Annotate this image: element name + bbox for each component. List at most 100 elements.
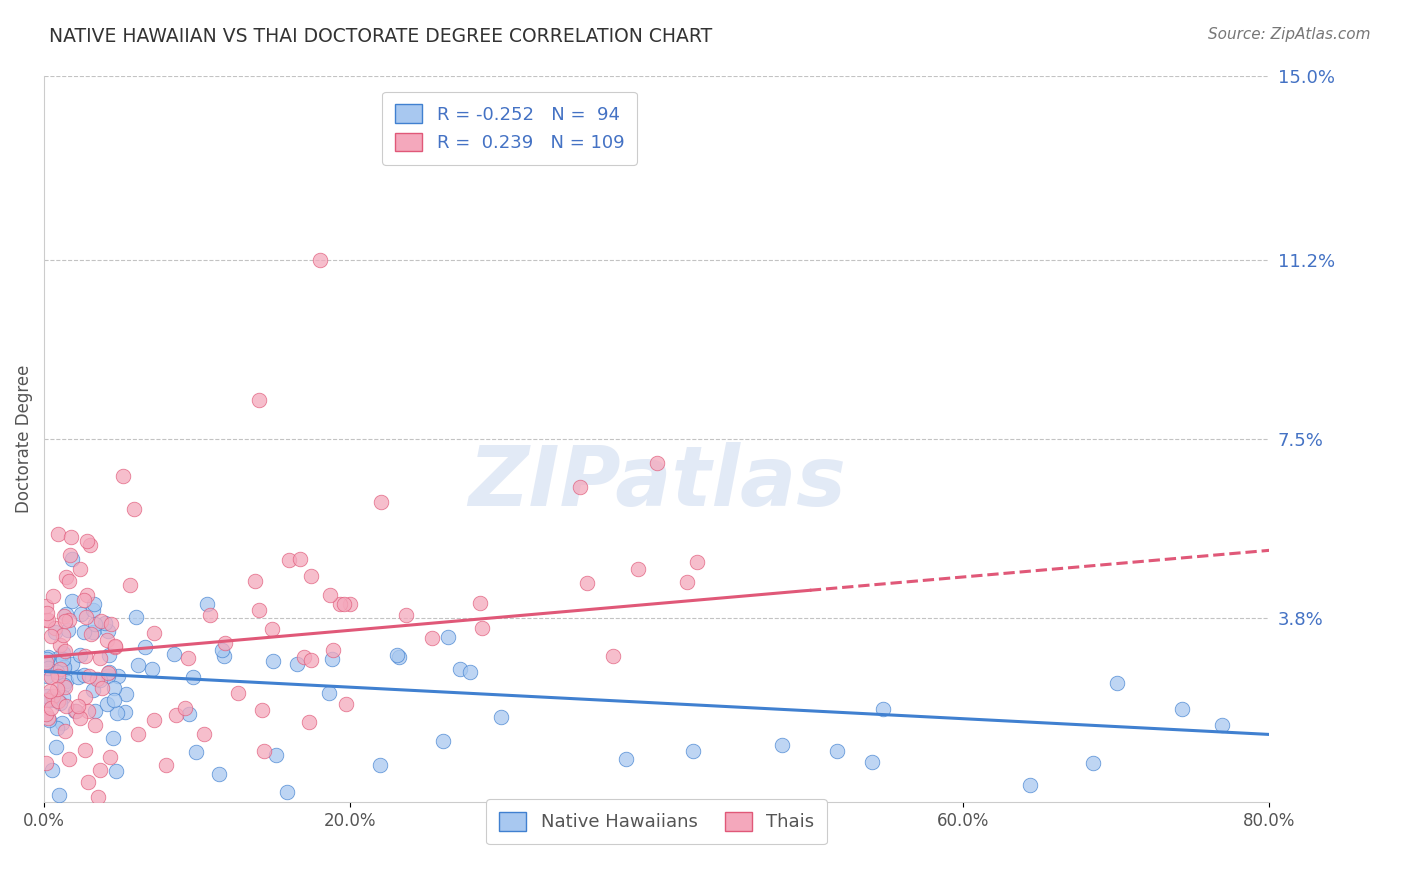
Point — [211, 643, 233, 657]
Point — [89, 650, 111, 665]
Point — [52, 652, 75, 666]
Point — [46, 651, 69, 665]
Point — [143, 714, 166, 728]
Point — [322, 643, 344, 657]
Point — [329, 597, 352, 611]
Point — [52, 628, 75, 642]
Point — [860, 755, 883, 769]
Point — [181, 670, 204, 684]
Point — [60, 657, 83, 671]
Point — [569, 480, 592, 494]
Point — [394, 607, 416, 622]
Point — [35, 706, 58, 721]
Point — [368, 758, 391, 772]
Point — [58, 624, 80, 638]
Point — [37, 613, 59, 627]
Point — [298, 714, 321, 729]
Point — [46, 526, 69, 541]
Point — [51, 715, 73, 730]
Point — [489, 709, 512, 723]
Text: NATIVE HAWAIIAN VS THAI DOCTORATE DEGREE CORRELATION CHART: NATIVE HAWAIIAN VS THAI DOCTORATE DEGREE… — [49, 27, 713, 45]
Point — [38, 683, 60, 698]
Point — [39, 670, 62, 684]
Point — [288, 552, 311, 566]
Point — [69, 562, 91, 576]
Point — [52, 690, 75, 704]
Point — [278, 553, 301, 567]
Point — [53, 609, 76, 624]
Point — [299, 653, 322, 667]
Point — [37, 650, 59, 665]
Point — [46, 694, 69, 708]
Point — [471, 621, 494, 635]
Point — [97, 666, 120, 681]
Point — [73, 624, 96, 639]
Point — [80, 627, 103, 641]
Point — [321, 652, 343, 666]
Point — [432, 734, 454, 748]
Point — [214, 635, 236, 649]
Point — [1019, 779, 1042, 793]
Point — [250, 703, 273, 717]
Point — [103, 681, 125, 695]
Point — [52, 646, 75, 660]
Point — [41, 589, 63, 603]
Point — [66, 670, 89, 684]
Point — [186, 745, 208, 759]
Point — [193, 727, 215, 741]
Point — [127, 726, 149, 740]
Point — [163, 647, 186, 661]
Point — [276, 785, 298, 799]
Point — [96, 697, 118, 711]
Point — [98, 665, 121, 680]
Point — [104, 640, 127, 654]
Point — [98, 749, 121, 764]
Point — [37, 652, 59, 666]
Point — [96, 633, 118, 648]
Point — [89, 673, 111, 687]
Point — [1171, 702, 1194, 716]
Point — [143, 626, 166, 640]
Point — [332, 598, 354, 612]
Point — [1081, 756, 1104, 771]
Point — [262, 654, 284, 668]
Point — [422, 631, 444, 645]
Point — [69, 607, 91, 621]
Point — [105, 764, 128, 778]
Point — [682, 744, 704, 758]
Point — [46, 682, 69, 697]
Point — [645, 456, 668, 470]
Point — [37, 661, 59, 675]
Point — [38, 713, 60, 727]
Point — [872, 702, 894, 716]
Point — [53, 644, 76, 658]
Point — [42, 689, 65, 703]
Point — [39, 691, 62, 706]
Point — [53, 614, 76, 628]
Point — [107, 669, 129, 683]
Point — [685, 555, 707, 569]
Point — [37, 669, 59, 683]
Point — [247, 603, 270, 617]
Point — [76, 588, 98, 602]
Point — [387, 648, 409, 663]
Point — [76, 533, 98, 548]
Point — [65, 704, 87, 718]
Point — [52, 662, 75, 676]
Point — [82, 683, 104, 698]
Point — [53, 680, 76, 694]
Point — [69, 648, 91, 663]
Point — [59, 548, 82, 562]
Point — [104, 639, 127, 653]
Point — [44, 621, 66, 635]
Point — [103, 693, 125, 707]
Point — [576, 576, 599, 591]
Point — [98, 648, 121, 662]
Point — [1211, 718, 1233, 732]
Point — [90, 681, 112, 695]
Point — [73, 690, 96, 705]
Point — [44, 625, 66, 640]
Point — [37, 606, 59, 620]
Point — [122, 502, 145, 516]
Point — [97, 624, 120, 639]
